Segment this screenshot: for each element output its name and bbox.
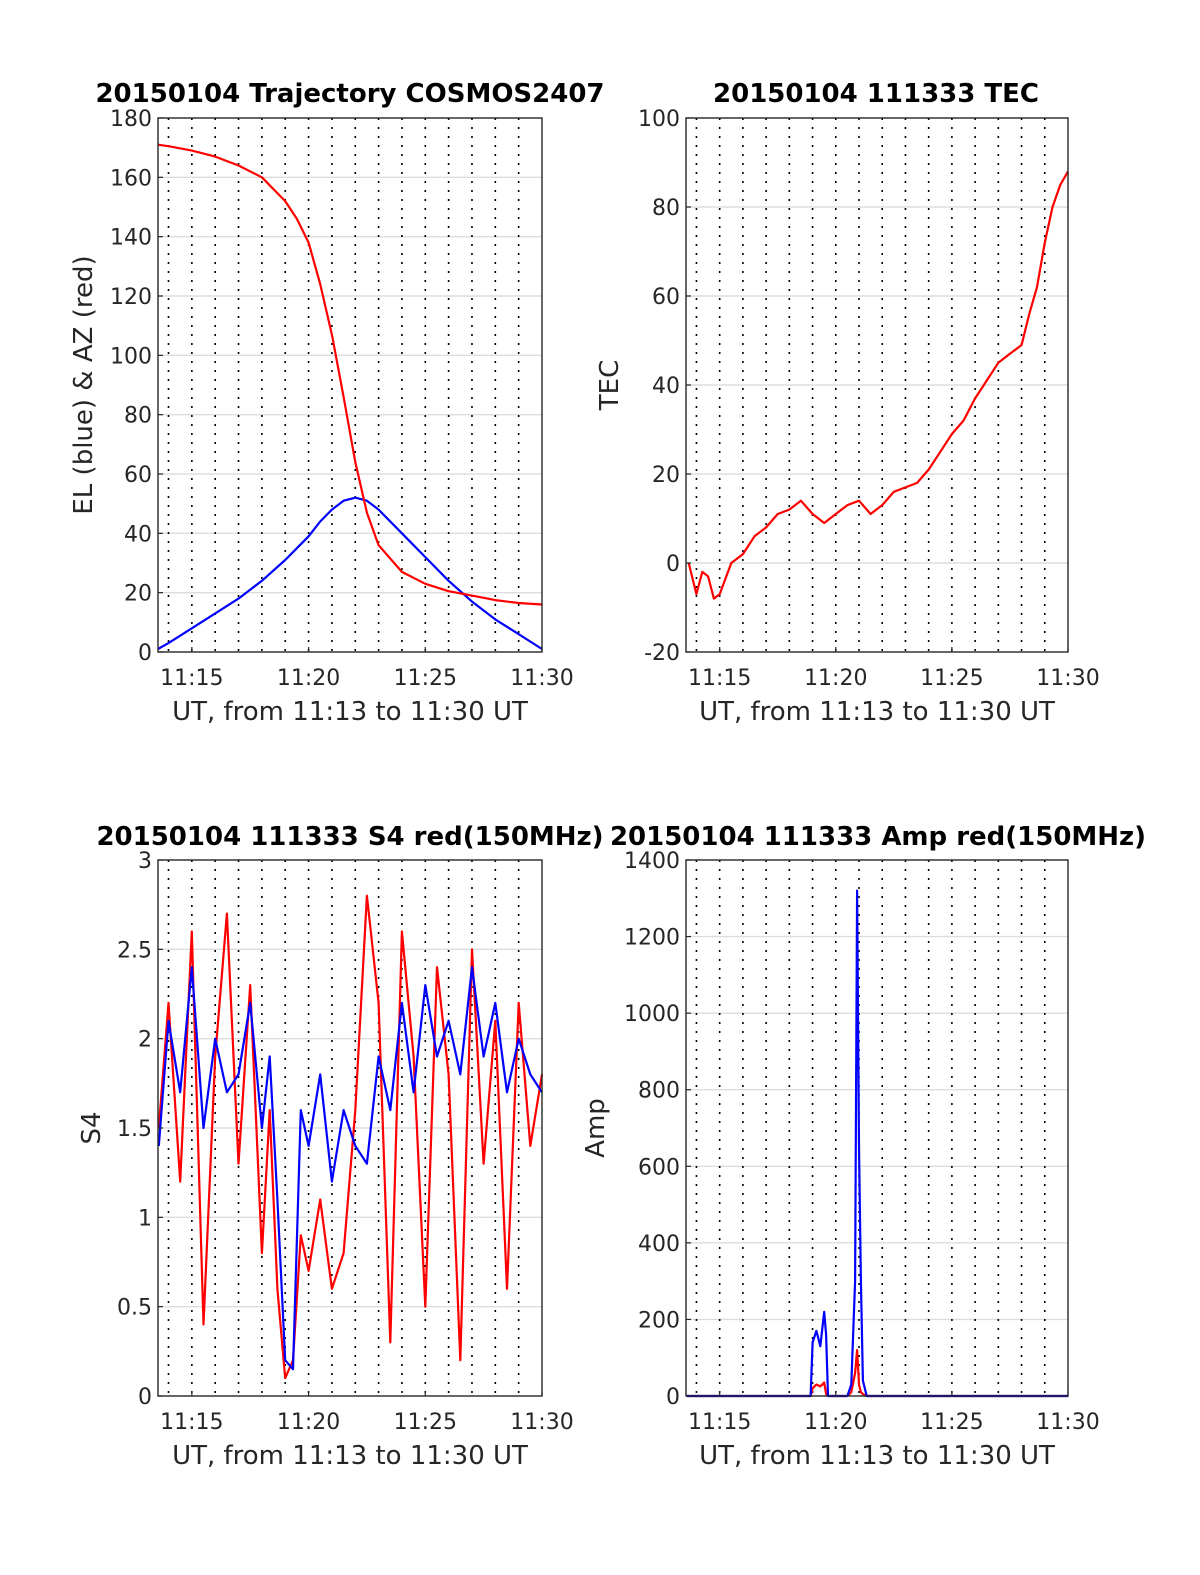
trajectory-y-tick-label: 160 — [110, 166, 152, 191]
amp-x-axis-label: UT, from 11:13 to 11:30 UT — [699, 1441, 1055, 1471]
amp-y-tick-label: 1200 — [624, 926, 680, 951]
s4-y-tick-label: 0.5 — [117, 1296, 152, 1321]
amp-y-tick-label: 800 — [638, 1079, 680, 1104]
el-series-line — [157, 496, 543, 650]
tec-title: 20150104 111333 TEC — [713, 79, 1039, 109]
amp-panel: 20150104 111333 Amp red(150MHz) 0 200 400 6… — [581, 822, 1146, 1471]
tec-plot — [687, 170, 1069, 600]
s4-x-tick-label: 11:20 — [277, 1410, 340, 1435]
tec-x-tick-label: 11:15 — [688, 666, 751, 691]
tec-y-tick-label: 40 — [652, 374, 680, 399]
amp-x-tick-label: 11:15 — [688, 1410, 751, 1435]
amp-title: 20150104 111333 Amp red(150MHz) — [610, 822, 1146, 852]
amp-x-tick-label: 11:30 — [1036, 1410, 1099, 1435]
tec-y-tick-label: 60 — [652, 285, 680, 310]
tec-x-tick-label: 11:30 — [1036, 666, 1099, 691]
tec-y-axis-label: TEC — [595, 360, 625, 411]
amp-grid — [686, 860, 1068, 1396]
tec-x-tick-label: 11:20 — [804, 666, 867, 691]
tec-series-line — [687, 170, 1069, 600]
s4-y-tick-label: 3 — [138, 849, 152, 874]
trajectory-y-tick-label: 40 — [124, 522, 152, 547]
tec-y-tick-label: 0 — [666, 552, 680, 577]
s4-y-tick-label: 2 — [138, 1028, 152, 1053]
amp-y-tick-label: 1400 — [624, 849, 680, 874]
s4-red-series-line — [157, 894, 544, 1380]
amp-y-tick-label: 0 — [666, 1385, 680, 1410]
tec-grid — [686, 118, 1068, 652]
amp-y-tick-label: 200 — [638, 1308, 680, 1333]
s4-x-axis-label: UT, from 11:13 to 11:30 UT — [172, 1441, 528, 1471]
trajectory-grid — [158, 118, 542, 652]
tec-ticks: -20 0 20 40 60 80 100 11:15 11:20 11:25 11:30 — [638, 107, 1100, 691]
amp-y-tick-label: 400 — [638, 1232, 680, 1257]
tec-y-tick-label: -20 — [644, 641, 680, 666]
tec-y-tick-label: 80 — [652, 196, 680, 221]
tec-x-tick-label: 11:25 — [920, 666, 983, 691]
trajectory-y-tick-label: 140 — [110, 226, 152, 251]
trajectory-axes-box — [157, 117, 543, 653]
amp-red-series-line — [686, 1348, 1068, 1398]
s4-ticks: 0 0.5 1 1.5 2 2.5 3 11:15 11:20 11:25 11:30 — [117, 849, 574, 1435]
amp-y-axis-label: Amp — [581, 1098, 611, 1158]
trajectory-y-axis-label: EL (blue) & AZ (red) — [69, 255, 99, 514]
amp-ticks: 0 200 400 600 800 1000 1200 1400 11:15 11:20 11:25… — [624, 849, 1100, 1435]
s4-plot — [157, 894, 544, 1380]
amp-x-tick-label: 11:20 — [804, 1410, 867, 1435]
trajectory-y-tick-label: 100 — [110, 344, 152, 369]
trajectory-x-tick-label: 11:25 — [394, 666, 457, 691]
trajectory-y-tick-label: 80 — [124, 404, 152, 429]
trajectory-y-tick-label: 60 — [124, 463, 152, 488]
amp-y-tick-label: 600 — [638, 1155, 680, 1180]
trajectory-title: 20150104 Trajectory COSMOS2407 — [95, 79, 604, 109]
amp-x-tick-label: 11:25 — [920, 1410, 983, 1435]
tec-y-tick-label: 100 — [638, 107, 680, 132]
amp-y-tick-label: 1000 — [624, 1002, 680, 1027]
s4-title: 20150104 111333 S4 red(150MHz) — [96, 822, 603, 852]
tec-x-axis-label: UT, from 11:13 to 11:30 UT — [699, 697, 1055, 727]
s4-x-tick-label: 11:15 — [160, 1410, 223, 1435]
trajectory-y-tick-label: 180 — [110, 107, 152, 132]
s4-y-axis-label: S4 — [77, 1111, 107, 1144]
s4-y-tick-label: 0 — [138, 1385, 152, 1410]
s4-y-tick-label: 1 — [138, 1206, 152, 1231]
amp-plot — [686, 889, 1068, 1398]
trajectory-ticks: 0 20 40 60 80 100 120 140 160 180 11:15 11:20 11:25 1… — [110, 107, 574, 691]
s4-x-tick-label: 11:25 — [394, 1410, 457, 1435]
az-series-line — [157, 143, 543, 606]
trajectory-x-tick-label: 11:30 — [510, 666, 573, 691]
s4-y-tick-label: 2.5 — [117, 938, 152, 963]
trajectory-y-tick-label: 20 — [124, 582, 152, 607]
trajectory-y-tick-label: 0 — [138, 641, 152, 666]
s4-y-tick-label: 1.5 — [117, 1117, 152, 1142]
tec-y-tick-label: 20 — [652, 463, 680, 488]
trajectory-x-axis-label: UT, from 11:13 to 11:30 UT — [172, 697, 528, 727]
trajectory-x-tick-label: 11:20 — [277, 666, 340, 691]
s4-blue-series-line — [157, 966, 543, 1371]
trajectory-y-tick-label: 120 — [110, 285, 152, 310]
s4-x-tick-label: 11:30 — [510, 1410, 573, 1435]
trajectory-x-tick-label: 11:15 — [160, 666, 223, 691]
amp-axes-box — [685, 859, 1069, 1397]
s4-panel: 20150104 111333 S4 red(150MHz) 0 0.5 1 1.5 2… — [77, 822, 604, 1471]
trajectory-plot — [157, 143, 543, 650]
tec-panel: 20150104 111333 TEC -20 0 20 40 60 80 100 11:15… — [595, 79, 1100, 727]
trajectory-panel: 20150104 Trajectory COSMOS2407 0 20 40 60 80… — [69, 79, 605, 727]
amp-blue-series-line — [686, 889, 1068, 1398]
